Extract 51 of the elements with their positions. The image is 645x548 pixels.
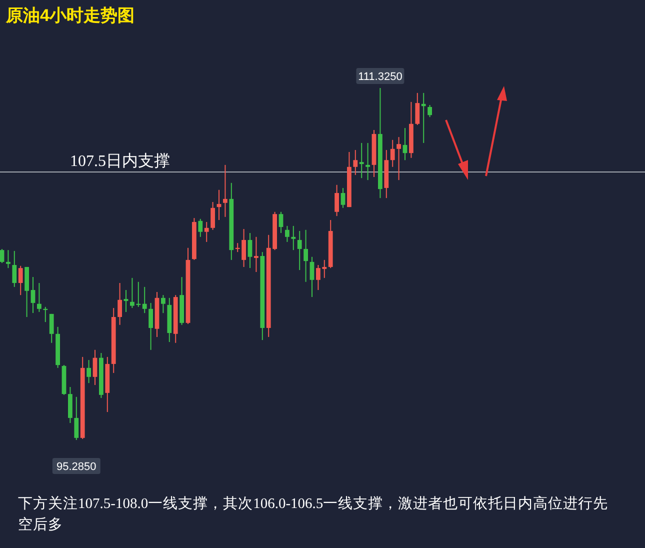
candlestick <box>359 142 364 179</box>
candlestick <box>86 360 91 384</box>
ref-label: 107.5日内支撑 <box>70 152 170 170</box>
candlestick <box>68 386 72 424</box>
candlestick <box>415 92 420 126</box>
candlestick <box>322 259 327 278</box>
candlestick <box>366 142 370 181</box>
candlestick <box>248 232 252 269</box>
candlestick <box>124 290 128 312</box>
candlestick <box>118 282 122 326</box>
candlestick <box>198 218 203 238</box>
candlestick <box>161 294 166 314</box>
candlestick <box>223 164 228 218</box>
candlestick <box>142 286 147 314</box>
candlestick <box>136 281 141 308</box>
candlestick <box>92 349 98 386</box>
candlestick <box>297 230 302 271</box>
candlestick <box>254 236 258 273</box>
candlestick <box>43 306 48 323</box>
candlestick <box>74 396 79 440</box>
candlestick <box>0 248 4 264</box>
candlestick <box>210 202 215 230</box>
candlestick <box>148 302 153 350</box>
candlestick <box>204 221 209 242</box>
candlestick <box>304 229 308 282</box>
candlestick <box>37 282 42 312</box>
candlestick <box>402 128 408 161</box>
candlestick <box>30 276 36 314</box>
candlestick <box>396 136 401 181</box>
candlestick <box>130 277 134 308</box>
annotation: 111.3250 <box>358 71 402 83</box>
title: 原油4小时走势图 <box>6 6 134 25</box>
candlestick <box>353 149 358 176</box>
candlestick <box>291 225 296 251</box>
candlestick <box>428 104 432 118</box>
candlestick <box>24 266 29 318</box>
candlestick <box>316 264 320 291</box>
annotation: 95.2850 <box>56 461 96 473</box>
candlestick <box>285 225 290 242</box>
candlestick <box>310 256 314 298</box>
candlestick <box>334 184 339 217</box>
candlestick <box>340 187 346 208</box>
candlestick <box>390 139 395 168</box>
note: 下方关注107.5-108.0一线支撑，其次106.0-106.5一线支撑，激进者也可依托日内高位进行先空后多 <box>18 494 610 535</box>
candlestick <box>6 250 10 269</box>
candlestick <box>242 228 246 268</box>
candlestick <box>12 250 17 288</box>
candlestick <box>421 92 426 144</box>
candlestick <box>278 211 284 234</box>
candlestick <box>18 265 23 296</box>
candlestick <box>49 313 54 344</box>
